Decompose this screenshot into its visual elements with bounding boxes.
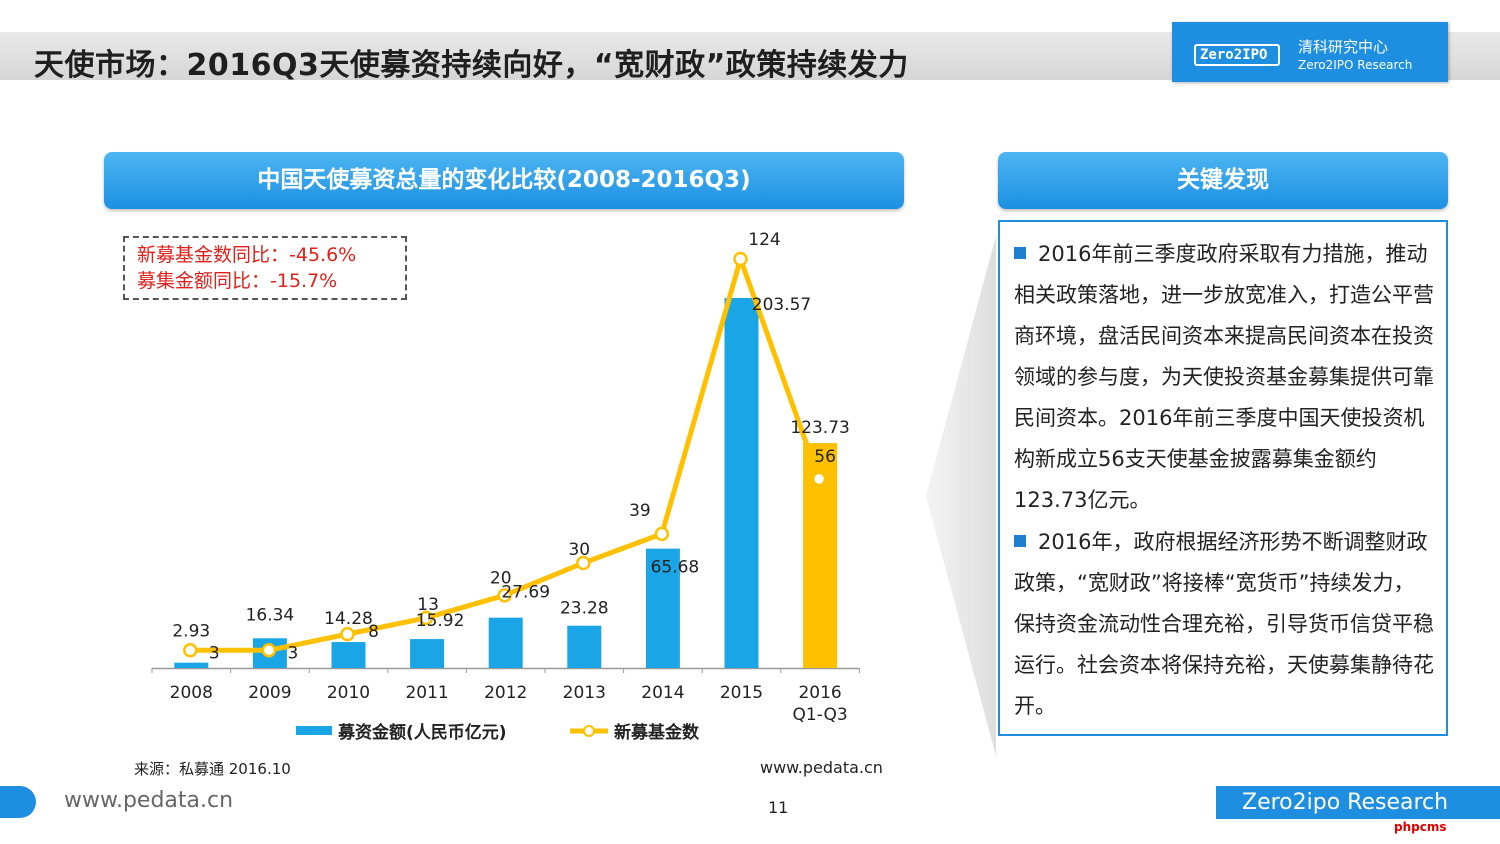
watermark: phpcms (1394, 820, 1447, 834)
x-tick-label: 2008 (170, 683, 213, 703)
bar-data-label: 23.28 (560, 599, 609, 619)
square-bullet-icon (1014, 247, 1026, 259)
chart-source: 来源：私募通 2016.10 (134, 760, 291, 778)
line-data-label: 8 (368, 622, 379, 642)
bar-data-label: 2.93 (172, 622, 210, 642)
callout-wedge (926, 236, 996, 756)
point-fund-count (811, 471, 827, 487)
line-data-label: 39 (629, 501, 651, 521)
bar-data-label: 65.68 (651, 558, 700, 578)
footer-brand: Zero2ipo Research (1216, 786, 1500, 819)
x-tick-label: 2010 (327, 683, 370, 703)
point-fund-count (576, 555, 591, 571)
finding-text-2: 2016年，政府根据经济形势不断调整财政政策，“宽财政”将接棒“宽货币”持续发力… (1014, 530, 1434, 718)
yoy-note-box: 新募基金数同比：-45.6% 募集金额同比：-15.7% (123, 236, 407, 300)
point-fund-count (261, 643, 277, 658)
page-title: 天使市场：2016Q3天使募资持续向好，“宽财政”政策持续发力 (34, 48, 909, 83)
bar-data-label: 203.57 (752, 295, 811, 315)
finding-paragraph-1: 2016年前三季度政府采取有力措施，推动相关政策落地，进一步放宽准入，打造公平营… (1014, 234, 1434, 521)
bar-data-label: 16.34 (246, 605, 295, 625)
line-data-label: 13 (417, 595, 439, 615)
line-data-label: 30 (568, 540, 590, 560)
finding-text-1: 2016年前三季度政府采取有力措施，推动相关政策落地，进一步放宽准入，打造公平营… (1014, 242, 1434, 512)
bar-amount (488, 617, 523, 668)
point-fund-count (418, 610, 434, 626)
bar-amount (567, 625, 602, 668)
logo-cn-text: 清科研究中心 (1298, 38, 1389, 56)
x-tick-label: 2015 (720, 683, 763, 703)
point-fund-count (340, 626, 355, 642)
page-number: 11 (768, 798, 789, 817)
logo-mark: Zero2IPO (1194, 44, 1280, 66)
line-data-label: 124 (748, 230, 780, 250)
point-fund-count (654, 526, 670, 542)
bar-amount (645, 548, 680, 668)
line-data-label: 20 (490, 568, 512, 588)
point-fund-count (183, 643, 198, 658)
x-tick-label: 2009 (248, 683, 291, 703)
point-fund-count (497, 588, 512, 603)
line-data-label: 3 (287, 643, 298, 663)
line-data-label: 56 (814, 447, 836, 467)
footer-url: www.pedata.cn (64, 788, 234, 813)
x-tick-label: Q1-Q3 (793, 705, 848, 725)
bar-amount (174, 662, 209, 668)
logo-en-text: Zero2IPO Research (1298, 58, 1413, 72)
x-tick-label: 2016 (798, 683, 841, 703)
point-fund-count (733, 251, 748, 267)
x-tick-label: 2012 (484, 683, 527, 703)
findings-box: 2016年前三季度政府采取有力措施，推动相关政策落地，进一步放宽准入，打造公平营… (998, 220, 1448, 736)
note-amount: 募集金额同比：-15.7% (137, 270, 338, 292)
x-tick-label: 2013 (563, 683, 606, 703)
fundraising-chart: 2.93 16.34 14.28 15.92 27.69 23.28 65.68 203.57… (151, 230, 860, 743)
note-fund-count: 新募基金数同比：-45.6% (137, 244, 357, 266)
finding-paragraph-2: 2016年，政府根据经济形势不断调整财政政策，“宽财政”将接棒“宽货币”持续发力… (1014, 522, 1434, 727)
bar-amount (331, 642, 366, 668)
bar-data-label: 15.92 (416, 611, 465, 631)
findings-title: 关键发现 (998, 152, 1448, 209)
x-tick-label: 2014 (641, 683, 684, 703)
legend-line-marker (583, 725, 595, 737)
legend-line-label: 新募基金数 (614, 722, 700, 743)
x-tick-label: 2011 (405, 683, 448, 703)
bar-data-label: 14.28 (324, 609, 373, 629)
footer-tab (0, 786, 36, 818)
bar-data-label: 27.69 (501, 583, 550, 603)
legend-bar-swatch (296, 726, 332, 735)
legend-bar-label: 募资金额(人民币亿元) (337, 722, 507, 743)
bar-data-label: 123.73 (790, 418, 849, 438)
zero2ipo-logo: Zero2IPO 清科研究中心 Zero2IPO Research (1172, 22, 1448, 82)
line-data-label: 3 (209, 643, 220, 663)
bar-amount (724, 298, 759, 668)
bar-amount (410, 639, 445, 668)
chart-source-url: www.pedata.cn (760, 758, 883, 777)
square-bullet-icon (1014, 535, 1026, 547)
chart-title: 中国天使募资总量的变化比较(2008-2016Q3) (104, 152, 904, 209)
